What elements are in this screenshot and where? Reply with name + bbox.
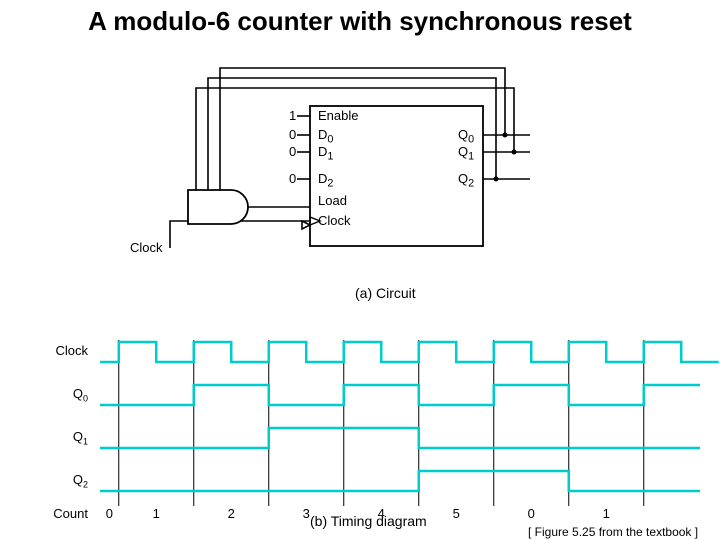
- wire-node-dot: [512, 150, 517, 155]
- timing-gridlines: [119, 340, 644, 506]
- count-value-0: 0: [99, 506, 119, 521]
- subcaption-a: (a) Circuit: [355, 285, 416, 301]
- count-label: Count: [0, 506, 88, 521]
- wire-node-dot: [503, 133, 508, 138]
- waveform-q2: [100, 471, 700, 491]
- counter-pin-right-0: Q0: [458, 127, 474, 146]
- counter-const-input-2: 0: [289, 144, 296, 159]
- and-gate-icon: [188, 190, 248, 224]
- counter-pin-left-0: Enable: [318, 108, 358, 123]
- wire-node-dot: [494, 177, 499, 182]
- signal-label-1: Q0: [0, 386, 88, 404]
- waveform-clock: [100, 342, 719, 362]
- counter-pin-left-2: D1: [318, 144, 333, 163]
- count-value-2: 2: [221, 506, 241, 521]
- counter-pin-right-2: Q2: [458, 171, 474, 190]
- counter-pin-left-3: D2: [318, 171, 333, 190]
- subcaption-b: (b) Timing diagram: [310, 513, 427, 529]
- external-label-0: Clock: [130, 240, 163, 255]
- signal-label-0: Clock: [0, 343, 88, 358]
- count-value-6: 0: [521, 506, 541, 521]
- signal-label-3: Q2: [0, 472, 88, 490]
- count-value-5: 5: [446, 506, 466, 521]
- counter-pin-left-4: Load: [318, 193, 347, 208]
- counter-const-input-0: 1: [289, 108, 296, 123]
- counter-pin-left-5: Clock: [318, 213, 351, 228]
- figure-citation: [ Figure 5.25 from the textbook ]: [528, 525, 698, 539]
- counter-const-input-3: 0: [289, 171, 296, 186]
- signal-label-2: Q1: [0, 429, 88, 447]
- waveform-q0: [100, 385, 700, 405]
- counter-const-input-1: 0: [289, 127, 296, 142]
- count-value-1: 1: [146, 506, 166, 521]
- circuit-diagram: [0, 0, 720, 300]
- waveform-q1: [100, 428, 700, 448]
- count-value-7: 1: [596, 506, 616, 521]
- counter-pin-left-1: D0: [318, 127, 333, 146]
- counter-pin-right-1: Q1: [458, 144, 474, 163]
